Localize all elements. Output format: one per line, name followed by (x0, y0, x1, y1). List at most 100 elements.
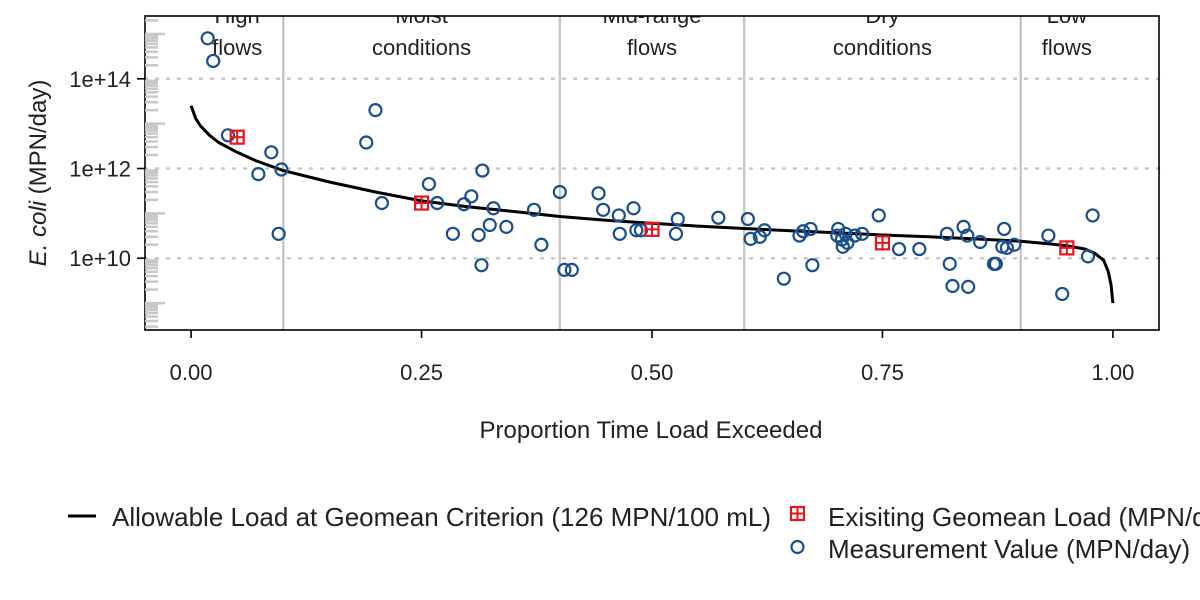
flow-zone-label-line2: flows (212, 35, 262, 60)
measurement-point (591, 186, 606, 201)
measurement-point (740, 211, 755, 227)
measurement-point (629, 223, 644, 238)
y-axis-title: E. coli (MPN/day) (25, 80, 52, 267)
measurement-point (668, 226, 684, 241)
allowable-load-line (189, 105, 1115, 304)
measurement-point (220, 128, 236, 143)
y-tick-label: 1e+10 (69, 246, 131, 271)
measurement-point (945, 278, 960, 294)
flow-zone-label-line1: Low (1047, 3, 1087, 28)
measurement-point (368, 103, 383, 118)
measurement-point (960, 228, 975, 243)
measurement-point (973, 234, 988, 250)
measurement-point (421, 176, 437, 192)
measurement-point (534, 237, 549, 252)
measurement-point (670, 211, 685, 227)
y-tick-label: 1e+14 (69, 67, 131, 92)
flow-zone-label-line1: Dry (865, 3, 899, 28)
measurement-point (271, 226, 286, 241)
x-tick-label: 0.75 (861, 360, 904, 385)
measurement-point (796, 224, 811, 239)
flow-zone-label-line2: conditions (833, 35, 932, 60)
flow-zone-label-line2: conditions (372, 35, 471, 60)
measurement-point (526, 202, 542, 217)
geomean-points (229, 129, 1075, 256)
flow-zone-dividers (282, 16, 1022, 330)
measurement-point (1085, 208, 1100, 223)
measurement-point (464, 189, 479, 204)
geomean-point (1059, 240, 1075, 256)
measurement-point (264, 145, 279, 160)
grid-lines (143, 77, 1161, 260)
measurement-point (855, 226, 870, 241)
measurement-point (939, 226, 955, 241)
measurement-point (1007, 237, 1022, 252)
y-axis: 1e+10 1e+12 1e+14 (69, 67, 145, 271)
flow-zone-label-line2: flows (627, 35, 677, 60)
measurement-point (871, 208, 886, 223)
measurement-point (803, 221, 818, 237)
measurement-point (776, 271, 791, 286)
measurement-point (912, 241, 927, 257)
measurement-point (596, 202, 611, 217)
y-tick-label: 1e+12 (69, 157, 131, 182)
measurement-point (374, 195, 390, 211)
x-tick-label: 0.25 (400, 360, 443, 385)
y-minor-ticks (145, 19, 165, 328)
measurement-point (482, 217, 497, 233)
measurement-point (942, 256, 957, 271)
flow-zone-label-line2: flows (1042, 35, 1092, 60)
measurement-points (200, 31, 1100, 302)
measurement-point (956, 219, 971, 234)
measurement-point (847, 228, 862, 243)
measurement-point (251, 167, 266, 182)
x-axis: 0.00 0.25 0.50 0.75 1.00 (170, 330, 1134, 385)
legend-label-measurement: Measurement Value (MPN/day) (828, 534, 1190, 564)
measurement-point (359, 135, 374, 150)
measurement-point (611, 208, 626, 223)
measurement-point (486, 201, 501, 216)
measurement-point (430, 195, 445, 211)
measurement-point (1080, 249, 1096, 264)
flow-zone-label-line1: Moist (395, 3, 448, 28)
y-axis-title-units: (MPN/day) (25, 80, 52, 201)
measurement-point (1055, 286, 1070, 302)
measurement-point (999, 240, 1015, 255)
legend-label-geomean: Exisiting Geomean Load (MPN/day) (828, 502, 1200, 532)
measurement-point (988, 256, 1003, 271)
x-tick-label: 0.00 (170, 360, 213, 385)
flow-zone-label-line1: Mid-range (602, 3, 701, 28)
measurement-point (891, 241, 907, 257)
measurement-point (200, 31, 215, 46)
measurement-point (805, 258, 820, 273)
legend-circle-swatch (790, 539, 805, 555)
measurement-point (456, 197, 472, 212)
geomean-point (644, 221, 660, 237)
measurement-point (206, 53, 221, 69)
y-axis-title-italic: E. coli (25, 200, 52, 266)
x-tick-label: 0.50 (631, 360, 674, 385)
measurement-point (445, 226, 460, 241)
measurement-point (612, 226, 627, 241)
legend-square-swatch (789, 505, 806, 522)
measurement-point (626, 201, 641, 216)
flow-zone-labels: High flows Moist conditions Mid-range flows Dr… (212, 3, 1092, 60)
geomean-point (413, 195, 430, 211)
measurement-point (961, 279, 976, 294)
measurement-point (838, 226, 853, 241)
measurement-point (743, 231, 758, 246)
measurement-point (499, 219, 514, 234)
geomean-point (874, 235, 891, 251)
measurement-point (557, 262, 572, 277)
measurement-point (711, 210, 726, 225)
measurement-point (564, 262, 579, 277)
legend-label-allowable: Allowable Load at Geomean Criterion (126… (112, 502, 771, 532)
measurement-point (274, 162, 289, 177)
measurement-point (757, 223, 772, 238)
allowable-load-curve (189, 105, 1115, 304)
flow-zone-label-line1: High (215, 3, 260, 28)
measurement-point (474, 258, 489, 273)
legend: Allowable Load at Geomean Criterion (126… (68, 502, 1200, 564)
measurement-point (1041, 228, 1056, 243)
